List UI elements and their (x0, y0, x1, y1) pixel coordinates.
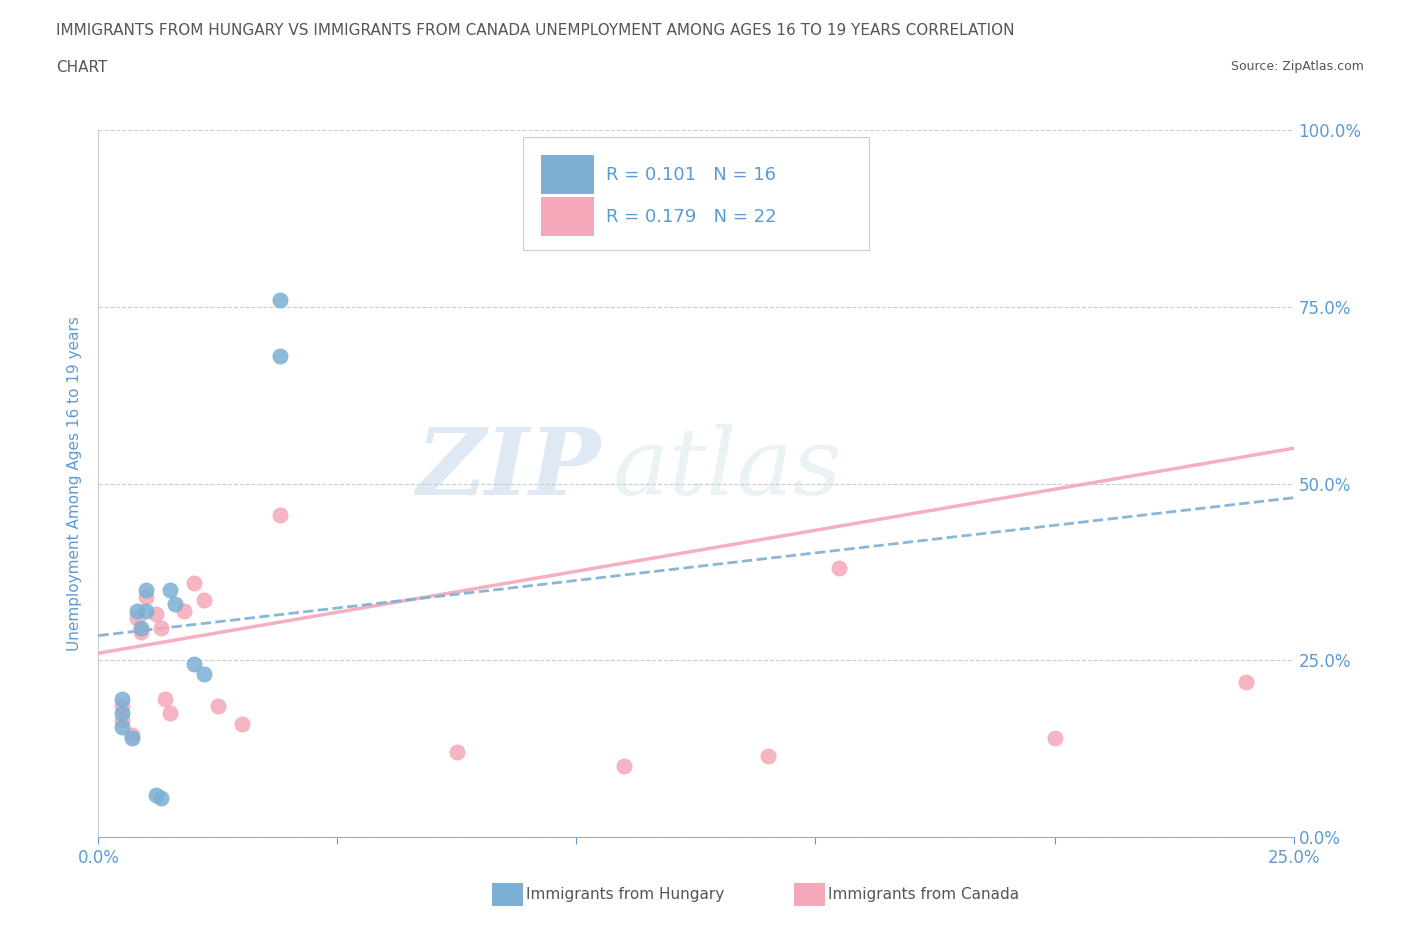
Point (155, 692, 177, 707)
Point (111, 713, 134, 728)
Text: IMMIGRANTS FROM HUNGARY VS IMMIGRANTS FROM CANADA UNEMPLOYMENT AMONG AGES 16 TO : IMMIGRANTS FROM HUNGARY VS IMMIGRANTS FR… (56, 23, 1015, 38)
Point (183, 575, 205, 590)
Point (125, 610, 148, 625)
Point (159, 706, 181, 721)
Point (159, 582, 181, 597)
Point (145, 787, 167, 802)
Point (446, 745, 468, 760)
Point (111, 692, 134, 707)
Text: Immigrants from Hungary: Immigrants from Hungary (526, 887, 724, 902)
Text: Immigrants from Canada: Immigrants from Canada (828, 887, 1019, 902)
Point (111, 706, 134, 721)
Point (269, 292, 291, 307)
Point (145, 607, 167, 622)
Point (193, 667, 215, 682)
Point (828, 561, 851, 576)
Point (163, 596, 186, 611)
Point (135, 582, 157, 597)
Point (125, 604, 148, 618)
Point (135, 590, 157, 604)
Point (207, 698, 229, 713)
Text: R = 0.101   N = 16: R = 0.101 N = 16 (606, 166, 776, 184)
Point (111, 698, 134, 713)
Point (131, 625, 153, 640)
Point (756, 749, 779, 764)
Point (231, 716, 253, 731)
Text: R = 0.179   N = 22: R = 0.179 N = 22 (606, 208, 778, 226)
Point (1043, 731, 1066, 746)
Point (183, 657, 205, 671)
Point (111, 720, 134, 735)
Point (149, 621, 172, 636)
Point (193, 592, 215, 607)
Point (121, 727, 143, 742)
FancyBboxPatch shape (523, 138, 869, 250)
Text: Source: ZipAtlas.com: Source: ZipAtlas.com (1230, 60, 1364, 73)
Point (613, 759, 636, 774)
Point (269, 349, 291, 364)
Point (269, 508, 291, 523)
Text: ZIP: ZIP (416, 424, 600, 514)
Point (173, 604, 195, 618)
Text: atlas: atlas (613, 424, 842, 514)
Point (135, 604, 157, 618)
Y-axis label: Unemployment Among Ages 16 to 19 years: Unemployment Among Ages 16 to 19 years (67, 316, 83, 651)
Point (121, 731, 143, 746)
Point (149, 790, 172, 805)
Bar (540, 155, 595, 193)
Point (131, 621, 153, 636)
Text: CHART: CHART (56, 60, 108, 75)
Point (1234, 674, 1257, 689)
Bar (540, 197, 595, 236)
